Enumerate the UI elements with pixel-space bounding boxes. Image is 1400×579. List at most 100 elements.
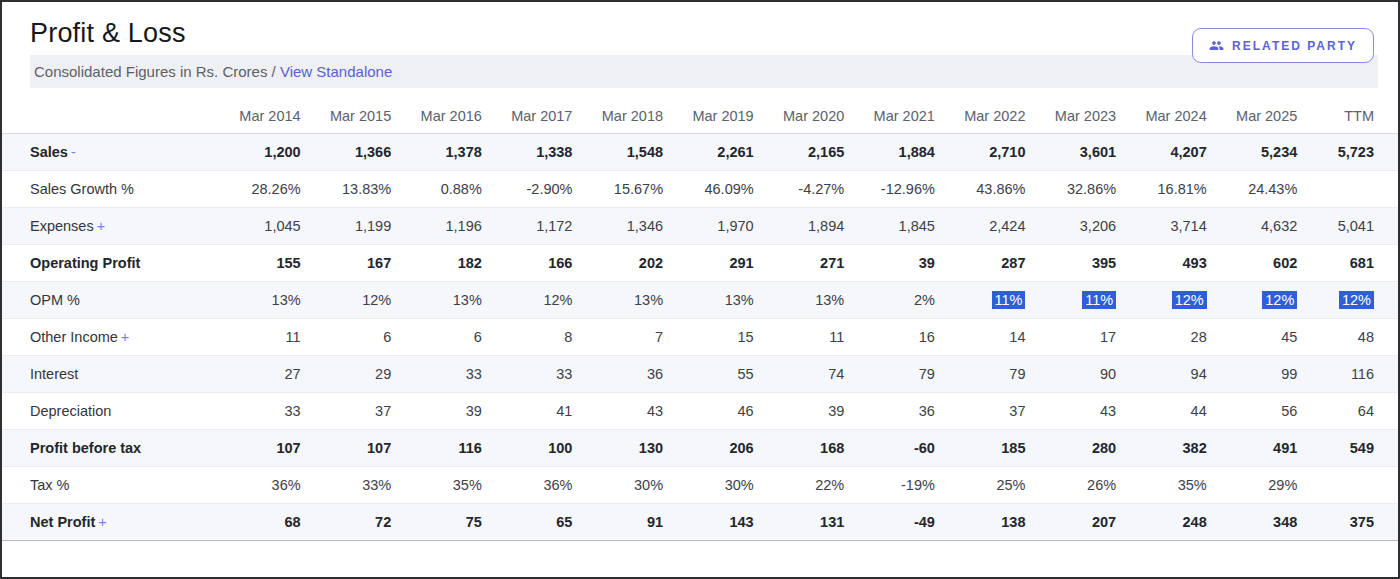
value-cell: 185 xyxy=(945,430,1036,467)
value-cell: 12% xyxy=(1307,282,1398,319)
value-cell: 72 xyxy=(311,504,402,541)
row-label-column-header xyxy=(2,102,220,134)
value-cell: 33% xyxy=(311,467,402,504)
value-cell: 94 xyxy=(1126,356,1217,393)
row-label[interactable]: Other Income+ xyxy=(2,319,220,356)
value-cell: 17 xyxy=(1035,319,1126,356)
value-cell: 48 xyxy=(1307,319,1398,356)
value-cell xyxy=(1307,171,1398,208)
value-cell: 29 xyxy=(311,356,402,393)
value-cell: 0.88% xyxy=(401,171,492,208)
value-cell: 39 xyxy=(764,393,855,430)
value-cell: 16 xyxy=(854,319,945,356)
value-cell: 602 xyxy=(1217,245,1308,282)
value-cell: 11% xyxy=(945,282,1036,319)
value-cell: 8 xyxy=(492,319,583,356)
value-cell: 1,199 xyxy=(311,208,402,245)
value-cell: 30% xyxy=(582,467,673,504)
value-cell: 107 xyxy=(220,430,311,467)
value-cell: 1,172 xyxy=(492,208,583,245)
value-cell: 143 xyxy=(673,504,764,541)
value-cell: 41 xyxy=(492,393,583,430)
value-cell: 36% xyxy=(492,467,583,504)
selected-value: 11% xyxy=(992,291,1026,309)
row-label: Profit before tax xyxy=(2,430,220,467)
value-cell: 6 xyxy=(401,319,492,356)
row-label-text: Interest xyxy=(30,366,78,382)
value-cell: 2,165 xyxy=(764,134,855,171)
page-title: Profit & Loss xyxy=(30,18,1374,49)
value-cell: 375 xyxy=(1307,504,1398,541)
value-cell xyxy=(1307,467,1398,504)
row-label[interactable]: Sales- xyxy=(2,134,220,171)
value-cell: 100 xyxy=(492,430,583,467)
value-cell: 35% xyxy=(1126,467,1217,504)
value-cell: 5,234 xyxy=(1217,134,1308,171)
value-cell: 5,041 xyxy=(1307,208,1398,245)
value-cell: 1,045 xyxy=(220,208,311,245)
value-cell: 271 xyxy=(764,245,855,282)
year-column-header: Mar 2017 xyxy=(492,102,583,134)
value-cell: 64 xyxy=(1307,393,1398,430)
value-cell: 43.86% xyxy=(945,171,1036,208)
year-column-header: Mar 2022 xyxy=(945,102,1036,134)
expand-toggle[interactable]: + xyxy=(121,329,129,345)
value-cell: 13% xyxy=(220,282,311,319)
value-cell: 39 xyxy=(401,393,492,430)
value-cell: 1,845 xyxy=(854,208,945,245)
value-cell: 155 xyxy=(220,245,311,282)
row-label: OPM % xyxy=(2,282,220,319)
value-cell: 493 xyxy=(1126,245,1217,282)
value-cell: 28.26% xyxy=(220,171,311,208)
value-cell: 287 xyxy=(945,245,1036,282)
year-column-header: Mar 2023 xyxy=(1035,102,1126,134)
value-cell: 25% xyxy=(945,467,1036,504)
expand-toggle[interactable]: - xyxy=(71,144,76,160)
value-cell: 1,548 xyxy=(582,134,673,171)
value-cell: 130 xyxy=(582,430,673,467)
related-party-button[interactable]: RELATED PARTY xyxy=(1192,28,1374,63)
row-label-text: Depreciation xyxy=(30,403,111,419)
row-label-text: OPM % xyxy=(30,292,80,308)
value-cell: 36 xyxy=(582,356,673,393)
value-cell: 291 xyxy=(673,245,764,282)
year-column-header: Mar 2025 xyxy=(1217,102,1308,134)
selected-value: 12% xyxy=(1262,291,1297,309)
value-cell: 26% xyxy=(1035,467,1126,504)
row-label-text: Sales xyxy=(30,144,68,160)
value-cell: 182 xyxy=(401,245,492,282)
value-cell: 131 xyxy=(764,504,855,541)
value-cell: 206 xyxy=(673,430,764,467)
value-cell: 1,894 xyxy=(764,208,855,245)
value-cell: -49 xyxy=(854,504,945,541)
value-cell: 28 xyxy=(1126,319,1217,356)
row-label: Depreciation xyxy=(2,393,220,430)
value-cell: 75 xyxy=(401,504,492,541)
expand-toggle[interactable]: + xyxy=(98,514,106,530)
value-cell: 491 xyxy=(1217,430,1308,467)
value-cell: 36% xyxy=(220,467,311,504)
value-cell: 43 xyxy=(1035,393,1126,430)
row-label: Sales Growth % xyxy=(2,171,220,208)
value-cell: 13% xyxy=(673,282,764,319)
header-row: Mar 2014Mar 2015Mar 2016Mar 2017Mar 2018… xyxy=(2,102,1398,134)
value-cell: 12% xyxy=(1217,282,1308,319)
value-cell: 79 xyxy=(854,356,945,393)
row-label[interactable]: Expenses+ xyxy=(2,208,220,245)
value-cell: 207 xyxy=(1035,504,1126,541)
row-label[interactable]: Net Profit+ xyxy=(2,504,220,541)
value-cell: 13% xyxy=(401,282,492,319)
value-cell: -19% xyxy=(854,467,945,504)
value-cell: 1,366 xyxy=(311,134,402,171)
row-label-text: Tax % xyxy=(30,477,70,493)
value-cell: 138 xyxy=(945,504,1036,541)
value-cell: 116 xyxy=(1307,356,1398,393)
year-column-header: Mar 2014 xyxy=(220,102,311,134)
expand-toggle[interactable]: + xyxy=(97,218,105,234)
value-cell: 13% xyxy=(582,282,673,319)
value-cell: 33 xyxy=(220,393,311,430)
value-cell: 90 xyxy=(1035,356,1126,393)
view-standalone-link[interactable]: View Standalone xyxy=(280,63,392,80)
row-label-text: Expenses xyxy=(30,218,94,234)
row-label-text: Sales Growth % xyxy=(30,181,134,197)
